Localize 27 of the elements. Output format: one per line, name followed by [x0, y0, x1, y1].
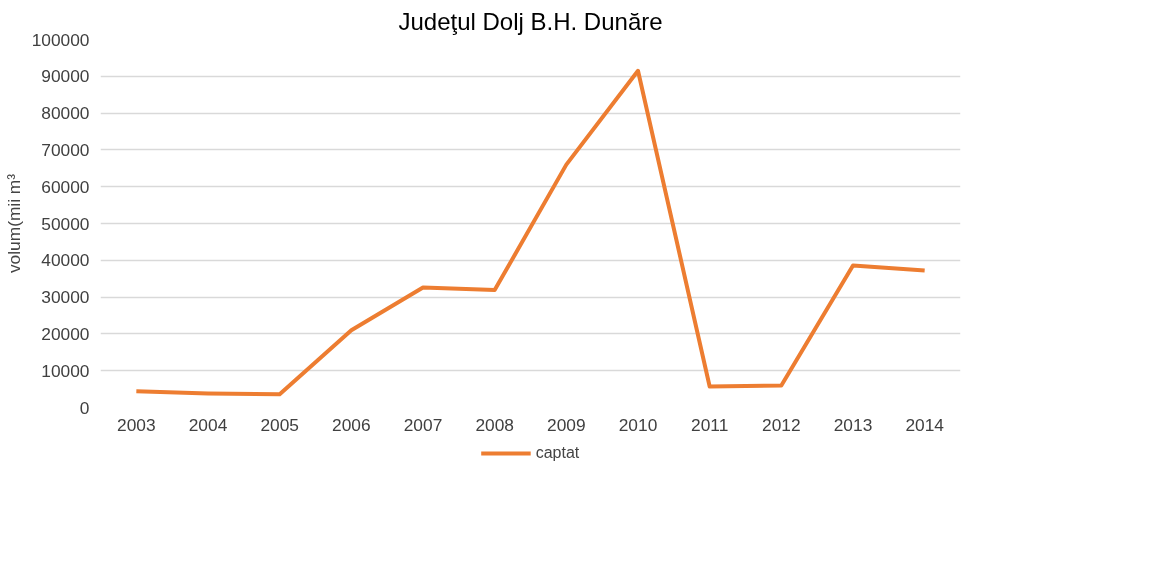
- x-tick-label: 2010: [618, 414, 658, 435]
- y-tick-label: 10000: [41, 360, 90, 381]
- y-tick-label: 60000: [41, 176, 90, 197]
- y-tick-label: 70000: [41, 139, 90, 160]
- x-tick-label: 2014: [905, 414, 945, 435]
- y-tick-label: 0: [79, 397, 90, 418]
- x-tick-label: 2006: [332, 414, 371, 435]
- x-tick-label: 2004: [188, 414, 228, 435]
- x-tick-label: 2012: [762, 414, 801, 435]
- line-series: [134, 68, 927, 397]
- chart-title: Judeţul Dolj B.H. Dunăre: [398, 7, 663, 35]
- legend-label: captat: [535, 444, 580, 462]
- x-tick-label: 2008: [475, 414, 514, 435]
- x-tick-label: 2013: [833, 414, 873, 435]
- y-axis-title: volum(mii m³: [3, 173, 24, 274]
- y-tick-label: 50000: [41, 213, 90, 234]
- x-tick-label: 2005: [260, 414, 299, 435]
- x-tick-label: 2003: [117, 414, 156, 435]
- y-tick-label: 30000: [41, 287, 90, 308]
- y-tick-label: 80000: [41, 103, 90, 124]
- y-tick-label: 40000: [41, 250, 90, 271]
- x-tick-label: 2007: [403, 414, 443, 435]
- x-tick-label: 2011: [691, 414, 729, 435]
- x-tick-label: 2009: [547, 414, 586, 435]
- y-tick-label: 20000: [41, 323, 90, 344]
- y-tick-label: 100000: [31, 29, 90, 50]
- y-tick-label: 90000: [41, 66, 90, 87]
